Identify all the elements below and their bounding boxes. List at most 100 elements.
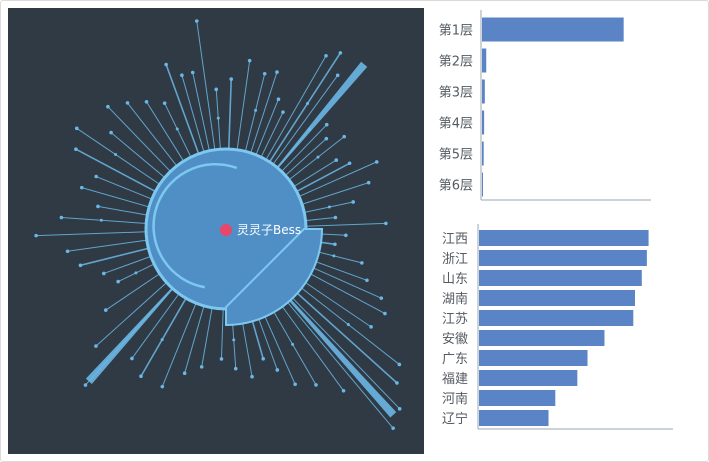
- network-node: [125, 101, 130, 105]
- network-ray: [196, 20, 216, 154]
- network-node: [219, 357, 224, 361]
- network-node: [346, 323, 350, 327]
- network-ray: [270, 74, 339, 168]
- inner-spiral-arc: [152, 162, 238, 289]
- network-ray: [105, 271, 164, 311]
- network-node: [314, 383, 318, 387]
- network-node: [397, 407, 402, 411]
- network-ray: [146, 101, 187, 165]
- network-ray: [258, 111, 284, 161]
- network-ray: [95, 279, 170, 347]
- network-node: [384, 221, 388, 226]
- network-node: [351, 200, 355, 204]
- network-node: [347, 161, 352, 166]
- network-node: [327, 205, 331, 209]
- network-node: [379, 296, 384, 300]
- bar: [479, 390, 556, 406]
- network-ray: [220, 304, 224, 359]
- network-node: [116, 279, 120, 284]
- network-node: [94, 344, 98, 348]
- network-ray-bundle: [276, 61, 368, 169]
- network-ray: [164, 102, 194, 161]
- network-node: [293, 382, 297, 387]
- network-node: [316, 155, 320, 159]
- bar: [479, 370, 578, 386]
- bar: [479, 310, 634, 326]
- bar: [482, 110, 485, 135]
- network-ray: [285, 136, 345, 183]
- network-ray: [201, 303, 214, 367]
- network-node: [96, 204, 100, 209]
- network-node: [281, 110, 285, 114]
- network-ray: [103, 254, 155, 274]
- network-node: [332, 254, 336, 258]
- network-node: [83, 383, 88, 387]
- network-node: [164, 62, 168, 67]
- network-node: [180, 73, 184, 77]
- network-node: [341, 389, 346, 393]
- network-node: [306, 101, 310, 105]
- network-ray: [290, 159, 337, 190]
- network-ray: [301, 217, 336, 222]
- network-ray: [295, 161, 377, 199]
- network-node: [324, 122, 329, 127]
- network-node: [383, 311, 387, 316]
- network-node: [65, 249, 70, 254]
- network-ray: [181, 75, 206, 157]
- network-node: [254, 108, 258, 112]
- network-node: [190, 70, 195, 75]
- network-node: [102, 271, 106, 276]
- network-ray: [301, 222, 386, 227]
- network-ray: [131, 290, 182, 359]
- network-ray: [107, 106, 174, 175]
- bar: [479, 330, 605, 346]
- bar: [479, 270, 642, 286]
- network-node: [139, 374, 143, 379]
- network-node: [160, 338, 164, 342]
- network-ray: [81, 187, 154, 209]
- network-node: [162, 101, 167, 105]
- network-node: [374, 160, 379, 164]
- network-node: [216, 116, 220, 120]
- network-ray: [266, 52, 342, 166]
- network-ray-bundle: [85, 287, 174, 385]
- network-node: [360, 261, 364, 265]
- network-ray: [236, 60, 251, 154]
- network-node: [334, 158, 339, 162]
- network-ray: [285, 275, 400, 365]
- network-node: [365, 278, 369, 283]
- network-node: [395, 381, 399, 385]
- network-node: [369, 325, 373, 329]
- network-ray: [184, 301, 206, 374]
- network-ray: [282, 138, 327, 179]
- category-tick-label: 第4层: [439, 117, 473, 132]
- network-node: [397, 362, 402, 367]
- network-node: [232, 338, 236, 342]
- network-node: [103, 308, 108, 312]
- network-node: [324, 53, 328, 58]
- network-ray: [165, 64, 201, 158]
- network-node: [229, 77, 234, 81]
- bar: [482, 48, 487, 73]
- network-node: [342, 134, 347, 139]
- network-ray: [36, 231, 151, 237]
- network-node: [291, 342, 295, 346]
- network-node: [99, 218, 103, 222]
- network-node: [109, 130, 113, 135]
- bar: [479, 250, 647, 266]
- network-node: [175, 127, 179, 131]
- category-tick-label: 辽宁: [442, 411, 468, 427]
- network-ray: [249, 71, 278, 157]
- network-ray: [278, 124, 328, 175]
- network-ray: [192, 72, 211, 155]
- category-tick-label: 第1层: [439, 24, 473, 39]
- network-node: [106, 104, 110, 109]
- center-node-dot: [220, 224, 232, 236]
- network-node: [262, 71, 267, 76]
- network-ray: [263, 55, 327, 164]
- network-node: [333, 215, 338, 220]
- bar: [482, 79, 485, 104]
- network-node: [134, 271, 138, 275]
- network-node: [144, 99, 149, 104]
